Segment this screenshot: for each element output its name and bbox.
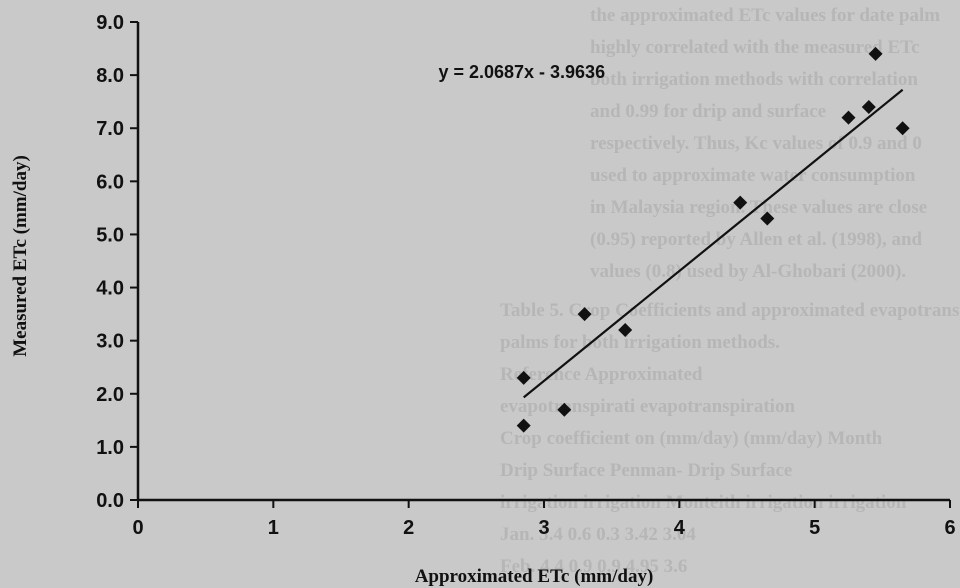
x-axis-title: Approximated ETc (mm/day) [415, 566, 654, 587]
data-points [516, 46, 910, 433]
data-point [841, 110, 856, 125]
data-point [516, 370, 531, 385]
y-tick-label: 9.0 [96, 12, 124, 34]
y-tick-label: 7.0 [96, 118, 124, 140]
y-tick-label: 4.0 [96, 278, 124, 300]
y-tick-label: 3.0 [96, 331, 124, 353]
y-tick-label: 5.0 [96, 224, 124, 246]
y-tick-label: 2.0 [96, 384, 124, 406]
data-point [557, 402, 572, 417]
x-tick-label: 1 [268, 517, 279, 539]
chart-axes [136, 22, 950, 502]
data-point [868, 46, 883, 61]
data-point [733, 195, 748, 210]
data-point [618, 323, 633, 338]
y-tick-label: 0.0 [96, 490, 124, 512]
x-tick-label: 6 [944, 517, 955, 539]
trendline-equation: y = 2.0687x - 3.9636 [438, 62, 605, 82]
y-tick-label: 6.0 [96, 171, 124, 193]
data-point [760, 211, 775, 226]
data-point [861, 99, 876, 114]
y-tick-label: 8.0 [96, 65, 124, 87]
trendline-group [523, 88, 904, 399]
x-tick-label: 0 [132, 517, 143, 539]
data-point [895, 121, 910, 136]
data-point [516, 418, 531, 433]
chart-ticks: 0.0 1.0 2.0 3.0 4.0 5.0 6.0 7.0 8.0 9.0 0 1 2 3 4 5 6 [96, 12, 955, 539]
data-point [577, 307, 592, 322]
trendline [523, 88, 904, 399]
x-tick-label: 5 [809, 517, 820, 539]
x-tick-label: 4 [674, 517, 686, 539]
y-axis-title: Measured ETc (mm/day) [10, 155, 31, 357]
x-tick-label: 3 [538, 517, 549, 539]
x-tick-label: 2 [403, 517, 414, 539]
y-tick-label: 1.0 [96, 437, 124, 459]
